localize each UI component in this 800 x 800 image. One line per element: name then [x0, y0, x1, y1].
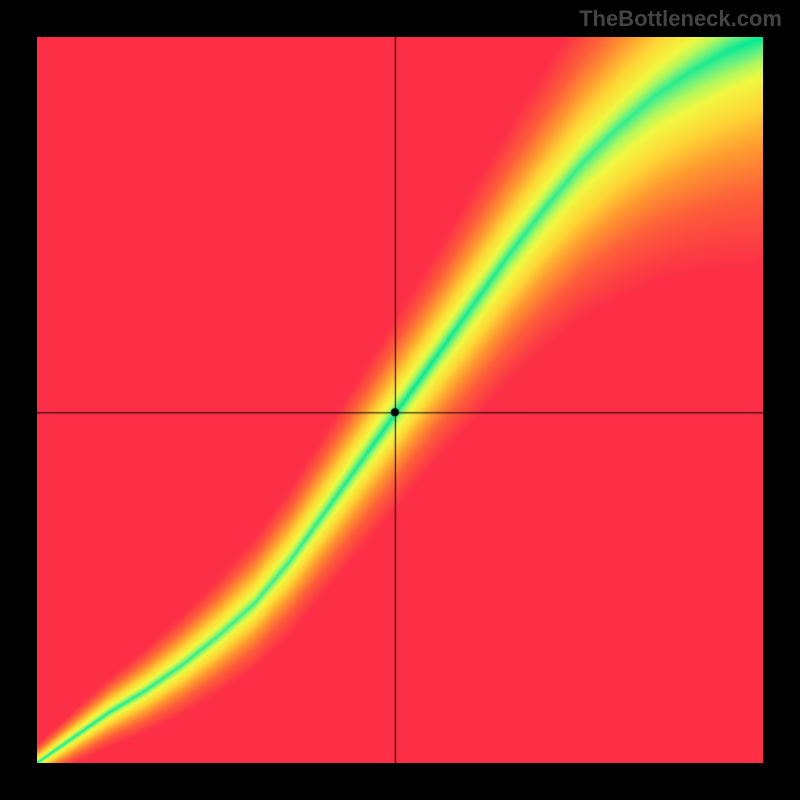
- chart-container: TheBottleneck.com: [0, 0, 800, 800]
- watermark-text: TheBottleneck.com: [579, 6, 782, 32]
- bottleneck-heatmap: [37, 37, 763, 763]
